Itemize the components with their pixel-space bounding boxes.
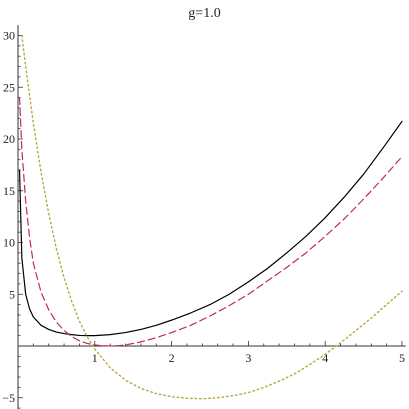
- x-tick-label: 3: [245, 351, 251, 365]
- x-tick-label: 2: [169, 351, 175, 365]
- series-line-dotted: [21, 34, 403, 400]
- x-tick-label: 5: [399, 351, 405, 365]
- chart-title: g=1.0: [188, 6, 221, 21]
- series-layer: [18, 34, 403, 400]
- series-line-dashed: [18, 97, 403, 347]
- y-tick-label: 15: [3, 184, 15, 198]
- axes: 1 2 3 4 5 −5 5 10 15 20 25 30: [2, 25, 406, 409]
- x-tick-label: 1: [92, 351, 98, 365]
- y-tick-label: −5: [2, 391, 15, 405]
- y-tick-label: 30: [3, 29, 15, 43]
- y-tick-label: 5: [9, 287, 15, 301]
- y-tick-label: 10: [3, 236, 15, 250]
- x-tick-label: 4: [322, 351, 328, 365]
- y-tick-label: 25: [3, 80, 15, 94]
- y-tick-label: 20: [3, 132, 15, 146]
- series-line-solid: [18, 120, 403, 337]
